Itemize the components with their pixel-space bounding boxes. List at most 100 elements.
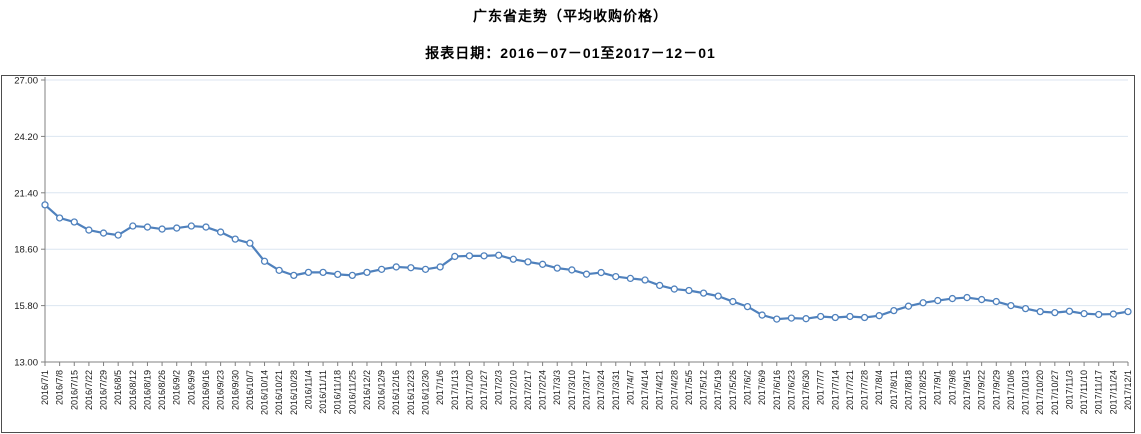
x-tick-label: 2017/7/14: [830, 370, 840, 410]
x-tick-label: 2017/3/31: [611, 370, 621, 410]
x-tick-label: 2017/10/6: [1006, 370, 1016, 410]
data-point-marker: [934, 296, 942, 305]
data-point-marker: [685, 286, 693, 295]
x-tick-label: 2017/12/1: [1123, 370, 1133, 410]
x-tick-label: 2016/12/9: [377, 370, 387, 410]
data-point-marker: [290, 271, 298, 280]
data-point-marker: [524, 258, 532, 266]
chart-title: 广东省走势（平均收购价格）: [473, 8, 668, 24]
data-point-marker: [85, 226, 93, 234]
data-point-marker: [187, 222, 196, 230]
x-tick-label: 2017/2/24: [538, 370, 548, 410]
data-point-marker: [407, 264, 415, 272]
data-point-marker: [875, 312, 883, 320]
x-tick-label: 2017/1/20: [464, 370, 474, 410]
data-point-marker: [977, 295, 986, 304]
x-tick-label: 2017/11/10: [1079, 370, 1089, 414]
data-point-marker: [582, 270, 591, 278]
x-tick-label: 2016/10/28: [289, 370, 299, 415]
data-point-marker: [919, 299, 927, 307]
x-tick-label: 2016/12/2: [362, 370, 372, 410]
x-tick-label: 2017/11/17: [1094, 370, 1104, 414]
data-point-marker: [231, 235, 239, 243]
x-tick-label: 2016/11/25: [347, 370, 357, 414]
data-point-marker: [55, 214, 64, 222]
data-point-marker: [392, 263, 400, 271]
data-point-marker: [1124, 307, 1132, 316]
data-point-marker: [773, 315, 781, 323]
data-point-marker: [495, 251, 503, 259]
x-tick-label: 2016/10/14: [260, 370, 270, 415]
data-point-marker: [246, 239, 254, 247]
y-tick-label: 15.80: [14, 301, 38, 312]
x-tick-label: 2017/4/28: [669, 370, 679, 410]
x-tick-label: 2017/8/18: [903, 370, 913, 410]
data-point-marker: [714, 292, 722, 300]
data-point-marker: [202, 223, 210, 231]
x-tick-label: 2016/9/16: [201, 370, 211, 410]
x-tick-label: 2017/6/30: [801, 370, 811, 410]
x-tick-label: 2016/10/7: [245, 370, 255, 410]
x-tick-label: 2016/8/26: [157, 370, 167, 410]
data-point-marker: [890, 306, 898, 315]
y-tick-label: 27.00: [14, 76, 38, 87]
x-tick-label: 2017/9/1: [933, 370, 943, 405]
x-tick-label: 2016/9/23: [216, 370, 226, 410]
x-tick-label: 2017/5/12: [699, 370, 709, 410]
data-point-marker: [1021, 304, 1030, 313]
data-point-marker: [846, 312, 854, 321]
data-point-marker: [70, 218, 78, 226]
data-point-marker: [568, 266, 576, 274]
data-point-marker: [480, 252, 488, 260]
data-point-marker: [1109, 310, 1118, 318]
data-point-marker: [1095, 310, 1103, 319]
data-point-marker: [377, 265, 386, 273]
x-tick-label: 2017/10/13: [1021, 370, 1031, 415]
data-point-marker: [553, 264, 561, 272]
x-tick-label: 2016/12/30: [421, 370, 431, 415]
x-tick-label: 2017/5/26: [728, 370, 738, 410]
data-point-marker: [831, 313, 839, 322]
data-point-marker: [158, 225, 166, 233]
data-point-marker: [787, 314, 796, 322]
x-tick-label: 2017/1/6: [435, 370, 445, 405]
x-tick-label: 2017/5/19: [713, 370, 723, 410]
x-tick-label: 2017/11/24: [1108, 370, 1118, 414]
x-tick-label: 2017/4/14: [640, 370, 650, 410]
data-point-marker: [1080, 310, 1088, 318]
data-point-marker: [860, 313, 869, 322]
x-tick-label: 2017/3/24: [596, 370, 606, 410]
y-tick-label: 18.60: [14, 245, 38, 256]
x-tick-label: 2016/7/29: [99, 370, 109, 410]
x-tick-label: 2017/8/25: [918, 370, 928, 410]
data-point-marker: [992, 297, 1000, 306]
data-point-marker: [641, 276, 649, 284]
x-tick-label: 2017/1/27: [479, 370, 489, 410]
data-point-marker: [729, 297, 737, 306]
x-tick-label: 2016/7/1: [40, 370, 50, 405]
data-point-marker: [1036, 307, 1044, 316]
x-tick-label: 2017/10/20: [1035, 370, 1045, 415]
x-tick-label: 2017/1/13: [450, 370, 460, 410]
x-tick-label: 2017/9/29: [991, 370, 1001, 410]
x-tick-label: 2017/9/22: [977, 370, 987, 410]
x-tick-label: 2017/9/8: [947, 370, 957, 405]
data-point-marker: [612, 272, 620, 281]
data-point-marker: [465, 252, 474, 260]
x-tick-label: 2017/6/16: [772, 370, 782, 410]
x-tick-label: 2017/2/10: [508, 370, 518, 410]
data-point-marker: [275, 266, 283, 275]
data-point-marker: [304, 268, 313, 277]
x-tick-label: 2017/2/3: [494, 370, 504, 405]
data-point-marker: [1051, 308, 1059, 317]
y-tick-label: 21.40: [14, 188, 38, 199]
data-point-marker: [758, 311, 766, 319]
x-tick-label: 2017/3/10: [567, 370, 577, 410]
data-point-marker: [802, 315, 810, 323]
data-point-marker: [743, 302, 752, 311]
data-point-marker: [41, 201, 49, 209]
data-point-marker: [597, 268, 605, 277]
data-point-marker: [538, 260, 547, 268]
data-point-marker: [699, 289, 708, 297]
data-point-marker: [348, 271, 356, 280]
